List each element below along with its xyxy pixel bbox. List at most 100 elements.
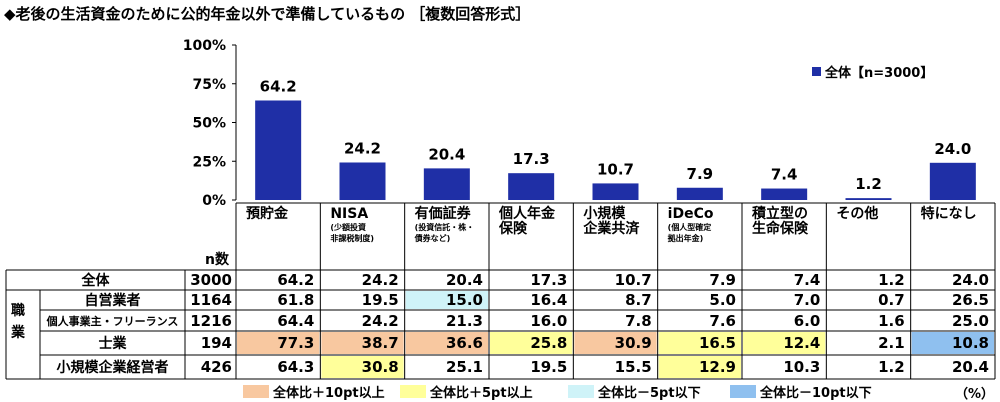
highlight-legend-swatch: [730, 384, 756, 398]
y-tick-label: 100%: [183, 38, 226, 54]
highlight-cell-minus5: [405, 291, 488, 309]
highlight-legend-label: 全体比－10pt以下: [760, 385, 872, 401]
table-cell-value: 20.4: [445, 271, 483, 289]
table-cell-value: 6.0: [793, 311, 821, 330]
column-header-note1: (個人型確定: [667, 223, 712, 232]
row-label: 自営業者: [84, 293, 141, 309]
column-header: iDeCo (個人型確定 拠出年金): [658, 203, 742, 270]
highlight-cell-minus10: [911, 332, 994, 354]
table-cell-value: 64.4: [277, 311, 315, 330]
table-cell-value: 36.6: [445, 334, 483, 352]
column-header-line1: 預貯金: [246, 206, 288, 222]
bar-value-label: 20.4: [428, 145, 465, 163]
table-cell-value: 25.8: [530, 334, 568, 352]
highlight-legend-item: 全体比＋5pt以上: [400, 383, 533, 401]
column-header: 預貯金: [236, 203, 320, 270]
column-header: 個人年金 保険: [489, 203, 573, 270]
highlight-legend-label: 全体比＋10pt以上: [273, 385, 385, 401]
column-header-note1: (少額投資: [330, 223, 366, 232]
table-cell-value: 8.7: [625, 291, 652, 309]
bar-value-label: 17.3: [513, 150, 550, 168]
column-header: NISA (少額投資 非課税制度): [320, 203, 404, 270]
highlight-cell-plus10: [321, 332, 404, 354]
y-tick-label: 50%: [192, 116, 226, 132]
table-cell-value: 7.4: [793, 271, 821, 289]
table-cell-value: 26.5: [951, 291, 989, 309]
table-cell-value: 12.9: [698, 358, 736, 376]
table-cell-value: 24.2: [361, 311, 399, 330]
column-header-line1: NISA: [330, 206, 369, 222]
bar: [845, 198, 892, 200]
highlight-legend-item: 全体比＋10pt以上: [243, 383, 385, 401]
highlight-legend-swatch: [568, 384, 594, 398]
bar: [423, 168, 470, 200]
job-label-char: 業: [11, 325, 25, 341]
bar: [761, 188, 808, 200]
column-header-line1: その他: [836, 206, 879, 222]
table-cell-value: 24.2: [361, 271, 399, 289]
table-cell-value: 16.5: [698, 334, 736, 352]
highlight-legend-label: 全体比－5pt以下: [598, 385, 701, 401]
row-n-value: 1216: [190, 311, 232, 330]
column-header: 小規模 企業共済: [573, 203, 657, 270]
bar-value-label: 24.0: [934, 140, 971, 158]
column-header: 特になし: [911, 203, 995, 270]
highlight-legend-item: 全体比－10pt以下: [730, 383, 872, 401]
bar-value-label: 10.7: [597, 160, 634, 178]
column-header-line2: 保険: [499, 221, 527, 237]
row-label: 士業: [98, 336, 127, 352]
bar: [676, 187, 723, 200]
table-cell-value: 30.9: [614, 334, 652, 352]
table-cell-value: 1.2: [878, 271, 905, 289]
table-cell-value: 2.1: [878, 334, 905, 352]
column-header-line2: 生命保険: [752, 221, 808, 237]
bar: [255, 100, 302, 200]
table-cell-value: 20.4: [951, 358, 989, 376]
n-caption: n数: [205, 252, 229, 268]
table-cell-value: 1.6: [878, 311, 905, 330]
highlight-cell-plus10: [574, 332, 657, 354]
y-tick-label: 0%: [202, 193, 226, 209]
column-header-line1: iDeCo: [667, 206, 714, 222]
table-cell-value: 10.8: [951, 334, 989, 352]
highlight-legend-swatch: [400, 384, 426, 398]
row-label: 小規模企業経営者: [56, 360, 169, 376]
table-cell-value: 38.7: [361, 334, 399, 352]
column-header-line2: 企業共済: [583, 221, 640, 237]
table-cell-value: 12.4: [783, 334, 821, 352]
table-cell-value: 17.3: [530, 271, 568, 289]
highlight-legend-item: 全体比－5pt以下: [568, 383, 701, 401]
table-cell-value: 30.8: [361, 358, 399, 376]
bar-value-label: 7.9: [687, 165, 714, 183]
row-n-value: 194: [200, 334, 232, 352]
highlight-legend-swatch: [243, 384, 269, 398]
column-header-note2: 拠出年金): [667, 234, 704, 243]
highlight-cell-plus10: [405, 332, 488, 354]
table-cell-value: 16.4: [530, 291, 568, 309]
legend-swatch: [812, 67, 821, 76]
highlight-cell-plus5: [743, 332, 826, 354]
column-header: 積立型の 生命保険: [742, 203, 826, 270]
column-header-line1: 特になし: [920, 206, 977, 222]
bar: [508, 173, 555, 200]
y-tick-label: 75%: [192, 77, 226, 93]
highlight-cell-plus10: [237, 332, 320, 354]
column-header-line1: 積立型の: [752, 206, 808, 222]
bar-value-label: 7.4: [771, 166, 798, 184]
table-cell-value: 19.5: [530, 358, 568, 376]
table-cell-value: 7.0: [793, 291, 821, 309]
column-header-note1: (投資信託・株・: [414, 223, 475, 232]
table-cell-value: 24.0: [951, 271, 989, 289]
bar: [929, 162, 976, 200]
table-cell-value: 15.0: [445, 291, 483, 309]
column-header-note2: 債券など): [414, 234, 451, 243]
table-cell-value: 7.6: [709, 311, 736, 330]
highlight-legend-label: 全体比＋5pt以上: [430, 385, 533, 401]
row-n-value: 426: [200, 358, 232, 376]
row-n-value: 3000: [190, 271, 232, 289]
table-cell-value: 25.0: [951, 311, 989, 330]
table-cell-value: 64.3: [277, 358, 315, 376]
highlight-cell-plus5: [490, 332, 573, 354]
table-cell-value: 19.5: [361, 291, 399, 309]
